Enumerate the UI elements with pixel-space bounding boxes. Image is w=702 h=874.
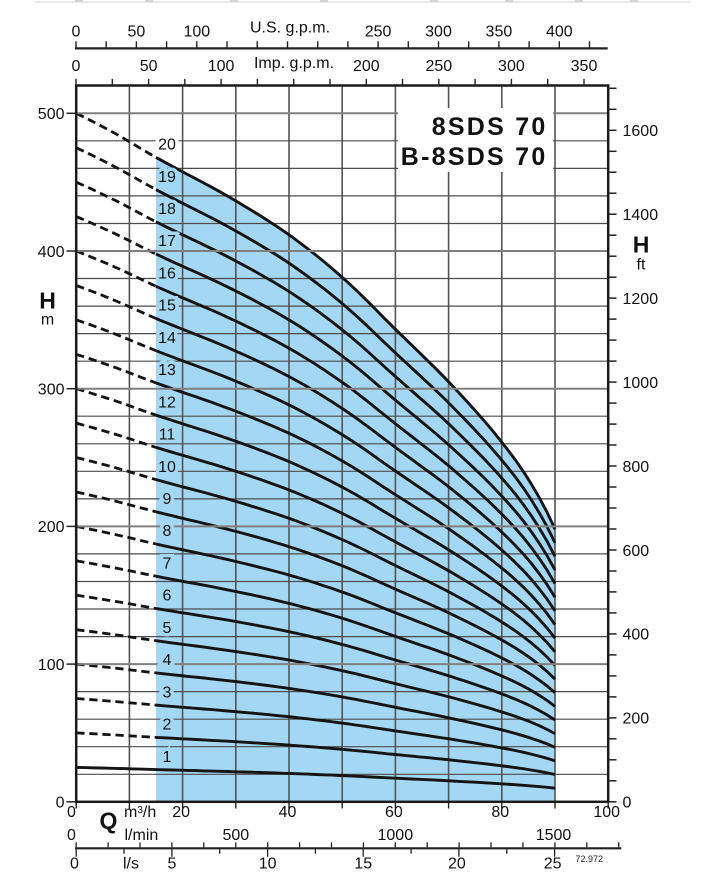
svg-text:100: 100 <box>593 804 620 821</box>
svg-text:0: 0 <box>72 58 81 75</box>
svg-text:600: 600 <box>623 543 650 560</box>
svg-text:0: 0 <box>67 804 76 821</box>
svg-text:Imp. g.p.m.: Imp. g.p.m. <box>254 55 334 72</box>
svg-text:40: 40 <box>279 804 297 821</box>
svg-text:5: 5 <box>167 856 176 873</box>
svg-text:300: 300 <box>498 58 525 75</box>
svg-text:500: 500 <box>38 106 65 123</box>
svg-text:80: 80 <box>491 804 509 821</box>
svg-text:10: 10 <box>158 459 176 476</box>
svg-text:l/s: l/s <box>123 856 139 873</box>
svg-text:20: 20 <box>448 856 466 873</box>
svg-text:H: H <box>39 288 56 314</box>
svg-text:300: 300 <box>38 382 65 399</box>
svg-text:250: 250 <box>365 23 392 40</box>
svg-text:60: 60 <box>385 804 403 821</box>
svg-text:14: 14 <box>158 330 176 347</box>
svg-text:0: 0 <box>70 856 79 873</box>
svg-text:100: 100 <box>208 58 235 75</box>
svg-text:12: 12 <box>158 394 176 411</box>
svg-text:100: 100 <box>183 23 210 40</box>
svg-text:2: 2 <box>163 717 172 734</box>
svg-text:7: 7 <box>163 555 172 572</box>
svg-text:11: 11 <box>159 427 176 444</box>
svg-text:1000: 1000 <box>623 375 659 392</box>
svg-text:1400: 1400 <box>623 207 659 224</box>
svg-text:200: 200 <box>38 519 65 536</box>
svg-text:50: 50 <box>128 23 146 40</box>
svg-text:800: 800 <box>623 459 650 476</box>
svg-text:U.S. g.p.m.: U.S. g.p.m. <box>250 20 330 37</box>
svg-text:20: 20 <box>172 804 190 821</box>
svg-text:B-8SDS 70: B-8SDS 70 <box>401 143 548 171</box>
svg-text:400: 400 <box>623 627 650 644</box>
svg-text:500: 500 <box>222 827 249 844</box>
svg-text:400: 400 <box>38 244 65 261</box>
svg-text:50: 50 <box>140 58 158 75</box>
svg-text:15: 15 <box>158 298 176 315</box>
svg-text:0: 0 <box>623 795 632 812</box>
svg-text:20: 20 <box>158 137 176 154</box>
svg-text:13: 13 <box>158 362 176 379</box>
svg-text:8SDS 70: 8SDS 70 <box>432 113 548 141</box>
svg-text:m: m <box>41 312 54 329</box>
svg-text:0: 0 <box>72 23 81 40</box>
svg-text:25: 25 <box>544 856 562 873</box>
svg-text:1600: 1600 <box>623 123 659 140</box>
svg-text:4: 4 <box>163 652 172 669</box>
svg-text:100: 100 <box>38 657 65 674</box>
svg-text:17: 17 <box>158 233 176 250</box>
svg-text:200: 200 <box>353 58 380 75</box>
svg-text:200: 200 <box>623 711 650 728</box>
svg-text:1000: 1000 <box>378 827 414 844</box>
svg-text:10: 10 <box>259 856 277 873</box>
svg-text:5: 5 <box>163 620 172 637</box>
svg-text:ft: ft <box>637 257 646 274</box>
svg-text:Q: Q <box>100 808 118 834</box>
svg-text:m3/h: m3/h <box>124 804 156 821</box>
svg-text:350: 350 <box>486 23 513 40</box>
svg-text:6: 6 <box>163 588 172 605</box>
svg-text:8: 8 <box>163 523 172 540</box>
svg-text:l/min: l/min <box>125 827 159 844</box>
svg-text:72.972: 72.972 <box>576 854 604 864</box>
svg-text:H: H <box>633 232 650 258</box>
svg-text:1500: 1500 <box>536 827 572 844</box>
svg-text:350: 350 <box>571 58 598 75</box>
svg-text:300: 300 <box>425 23 452 40</box>
svg-text:16: 16 <box>158 266 176 283</box>
svg-text:1: 1 <box>163 749 172 766</box>
svg-text:400: 400 <box>546 23 573 40</box>
svg-text:0: 0 <box>67 827 76 844</box>
svg-text:1200: 1200 <box>623 291 659 308</box>
svg-text:18: 18 <box>158 201 176 218</box>
svg-text:15: 15 <box>354 856 372 873</box>
svg-text:250: 250 <box>425 58 452 75</box>
svg-text:19: 19 <box>158 169 176 186</box>
svg-text:0: 0 <box>56 795 65 812</box>
svg-text:9: 9 <box>163 491 172 508</box>
svg-text:3: 3 <box>163 684 172 701</box>
